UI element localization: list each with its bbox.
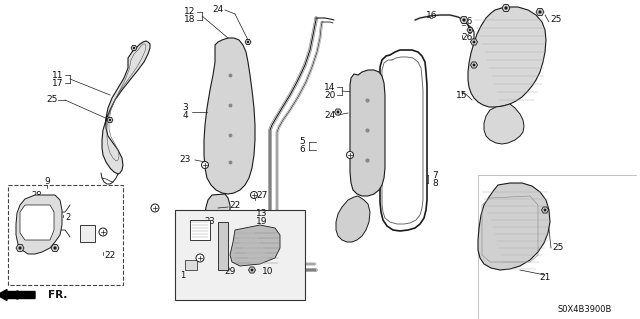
Text: 21: 21 — [540, 273, 550, 283]
Circle shape — [472, 41, 476, 43]
Text: 22: 22 — [229, 201, 241, 210]
Text: 14: 14 — [324, 83, 336, 92]
Polygon shape — [205, 194, 230, 234]
Polygon shape — [102, 41, 150, 174]
Text: 23: 23 — [179, 155, 191, 165]
Text: 22: 22 — [104, 250, 116, 259]
Text: 25: 25 — [552, 243, 564, 253]
Text: 1: 1 — [180, 271, 186, 279]
Text: 29: 29 — [224, 268, 236, 277]
Polygon shape — [245, 40, 251, 45]
Text: 12: 12 — [184, 8, 196, 17]
Circle shape — [247, 41, 249, 43]
Circle shape — [472, 63, 476, 66]
Bar — [8, 185, 123, 285]
Polygon shape — [16, 195, 62, 254]
Circle shape — [19, 246, 22, 249]
Text: 24: 24 — [212, 5, 223, 14]
Text: 2: 2 — [65, 213, 70, 222]
Text: 13: 13 — [256, 209, 268, 218]
Text: 11: 11 — [52, 70, 64, 79]
Text: 19: 19 — [256, 217, 268, 226]
Circle shape — [251, 269, 253, 271]
Text: 26: 26 — [461, 33, 473, 42]
Polygon shape — [248, 267, 255, 273]
Circle shape — [53, 246, 56, 249]
Text: 23: 23 — [205, 218, 215, 226]
Polygon shape — [335, 109, 342, 115]
Circle shape — [337, 111, 339, 113]
Polygon shape — [190, 220, 210, 240]
Circle shape — [109, 119, 111, 121]
Polygon shape — [131, 45, 137, 51]
Text: 18: 18 — [184, 16, 196, 25]
Circle shape — [468, 29, 471, 31]
Text: 4: 4 — [182, 112, 188, 121]
Polygon shape — [502, 4, 510, 11]
Text: 15: 15 — [456, 91, 468, 100]
Polygon shape — [16, 245, 24, 251]
Circle shape — [543, 209, 547, 211]
Circle shape — [504, 6, 508, 10]
Text: 8: 8 — [432, 179, 438, 188]
Text: 25: 25 — [46, 95, 58, 105]
Text: 25: 25 — [550, 16, 562, 25]
Text: 26: 26 — [461, 18, 473, 26]
Circle shape — [250, 191, 257, 198]
Text: 7: 7 — [432, 170, 438, 180]
Text: 20: 20 — [324, 91, 336, 100]
Text: S0X4B3900B: S0X4B3900B — [558, 306, 612, 315]
Circle shape — [538, 11, 541, 14]
Polygon shape — [20, 205, 54, 240]
Polygon shape — [470, 62, 477, 68]
Circle shape — [151, 204, 159, 212]
Circle shape — [133, 47, 135, 49]
Text: FR.: FR. — [48, 290, 67, 300]
Polygon shape — [80, 225, 95, 242]
Polygon shape — [336, 196, 370, 242]
Polygon shape — [541, 207, 548, 213]
Polygon shape — [478, 183, 550, 270]
Text: 23: 23 — [17, 211, 28, 219]
Circle shape — [202, 161, 209, 168]
Polygon shape — [468, 7, 546, 107]
Circle shape — [346, 152, 353, 159]
Text: 3: 3 — [182, 103, 188, 113]
Polygon shape — [218, 222, 228, 270]
Polygon shape — [350, 70, 385, 196]
Text: 5: 5 — [299, 137, 305, 146]
Polygon shape — [484, 104, 524, 144]
Text: 17: 17 — [52, 78, 64, 87]
Circle shape — [99, 228, 107, 236]
Text: 9: 9 — [44, 177, 50, 187]
Text: 28: 28 — [32, 191, 42, 201]
Text: 6: 6 — [299, 145, 305, 154]
Text: 10: 10 — [262, 268, 274, 277]
Circle shape — [462, 19, 466, 22]
Circle shape — [196, 254, 204, 262]
Polygon shape — [107, 117, 113, 122]
Polygon shape — [467, 27, 473, 33]
Polygon shape — [204, 38, 255, 194]
Polygon shape — [230, 225, 280, 266]
Bar — [175, 210, 305, 300]
Text: 24: 24 — [324, 110, 335, 120]
Polygon shape — [470, 39, 477, 45]
Polygon shape — [51, 245, 59, 251]
FancyArrow shape — [0, 290, 35, 300]
Text: 16: 16 — [426, 11, 438, 19]
Text: 27: 27 — [256, 190, 268, 199]
Polygon shape — [460, 17, 468, 24]
Polygon shape — [536, 9, 544, 15]
Polygon shape — [185, 260, 197, 270]
